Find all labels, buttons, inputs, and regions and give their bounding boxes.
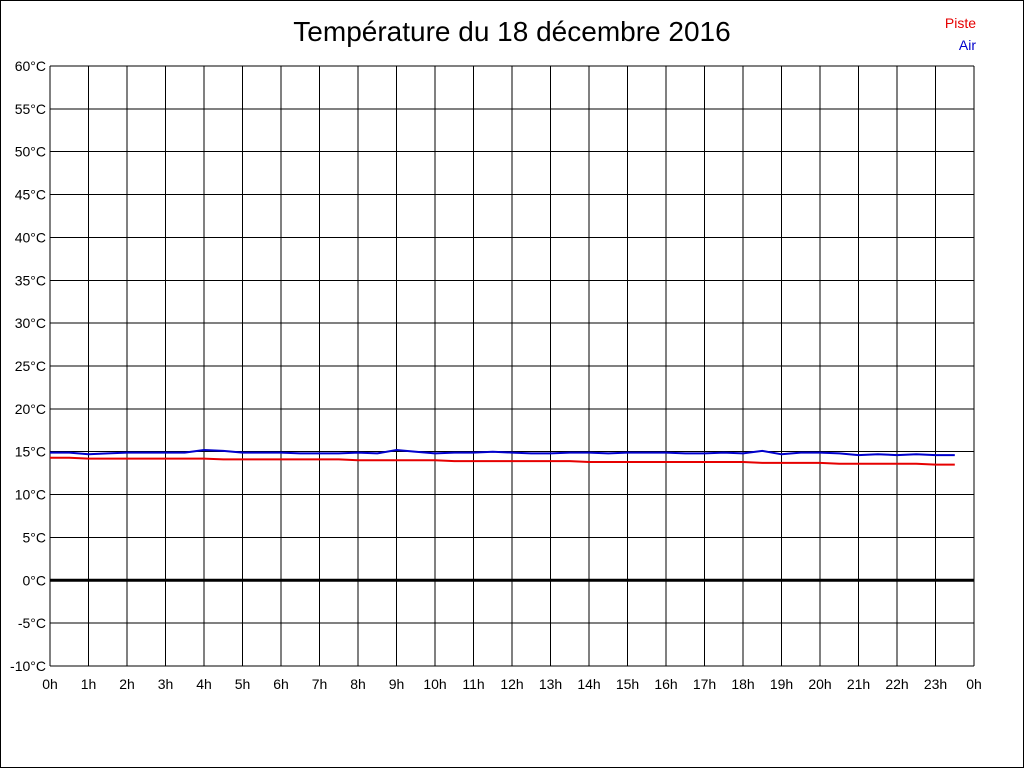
legend-item-piste: Piste xyxy=(944,15,976,31)
x-tick-label: 13h xyxy=(539,676,562,692)
series-group xyxy=(50,448,955,466)
x-tick-label: 0h xyxy=(42,676,58,692)
x-tick-label: 8h xyxy=(350,676,366,692)
x-tick-label: 3h xyxy=(158,676,174,692)
y-tick-label: 45°C xyxy=(15,187,46,203)
chart-title: Température du 18 décembre 2016 xyxy=(293,16,731,47)
x-tick-label: 10h xyxy=(423,676,446,692)
legend-item-air: Air xyxy=(958,37,976,53)
y-tick-label: 40°C xyxy=(15,229,46,245)
x-tick-label: 11h xyxy=(462,676,484,692)
x-tick-label: 2h xyxy=(119,676,135,692)
y-tick-label: 35°C xyxy=(15,272,46,288)
x-tick-label: 5h xyxy=(235,676,251,692)
y-tick-label: -5°C xyxy=(18,615,46,631)
y-tick-label: 60°C xyxy=(15,58,46,74)
series-line-air xyxy=(50,448,955,457)
x-tick-label: 7h xyxy=(312,676,328,692)
x-tick-label: 17h xyxy=(693,676,716,692)
y-tick-label: 20°C xyxy=(15,401,46,417)
x-tick-label: 16h xyxy=(654,676,677,692)
grid-lines xyxy=(49,65,975,667)
x-tick-label: 20h xyxy=(808,676,831,692)
x-tick-label: 0h xyxy=(966,676,982,692)
x-tick-label: 1h xyxy=(81,676,97,692)
x-tick-labels: 0h 1h 2h 3h 4h 5h 6h 7h 8h 9h 10h 11h 12h 13h 14h 15h 16… xyxy=(42,676,982,692)
x-tick-label: 23h xyxy=(924,676,947,692)
y-tick-label: 55°C xyxy=(15,101,46,117)
y-tick-label: 10°C xyxy=(15,487,46,503)
y-tick-labels: 60°C 55°C 50°C 45°C 40°C 35°C 30°C 25°C 20°C 15°C… xyxy=(10,58,46,674)
x-tick-label: 14h xyxy=(577,676,600,692)
x-tick-label: 15h xyxy=(616,676,639,692)
legend: Piste Air xyxy=(945,12,976,56)
x-tick-label: 19h xyxy=(770,676,793,692)
y-tick-label: 25°C xyxy=(15,358,46,374)
y-tick-label: 0°C xyxy=(23,572,47,588)
x-tick-label: 9h xyxy=(389,676,405,692)
x-tick-label: 6h xyxy=(273,676,289,692)
y-tick-label: 15°C xyxy=(15,444,46,460)
x-tick-label: 22h xyxy=(885,676,908,692)
y-tick-label: 5°C xyxy=(23,529,47,545)
x-tick-label: 4h xyxy=(196,676,212,692)
x-tick-label: 12h xyxy=(500,676,523,692)
y-tick-label: -10°C xyxy=(10,658,46,674)
x-tick-label: 21h xyxy=(847,676,870,692)
y-tick-label: 30°C xyxy=(15,315,46,331)
series-line-piste xyxy=(50,456,955,466)
y-tick-label: 50°C xyxy=(15,144,46,160)
x-tick-label: 18h xyxy=(731,676,754,692)
